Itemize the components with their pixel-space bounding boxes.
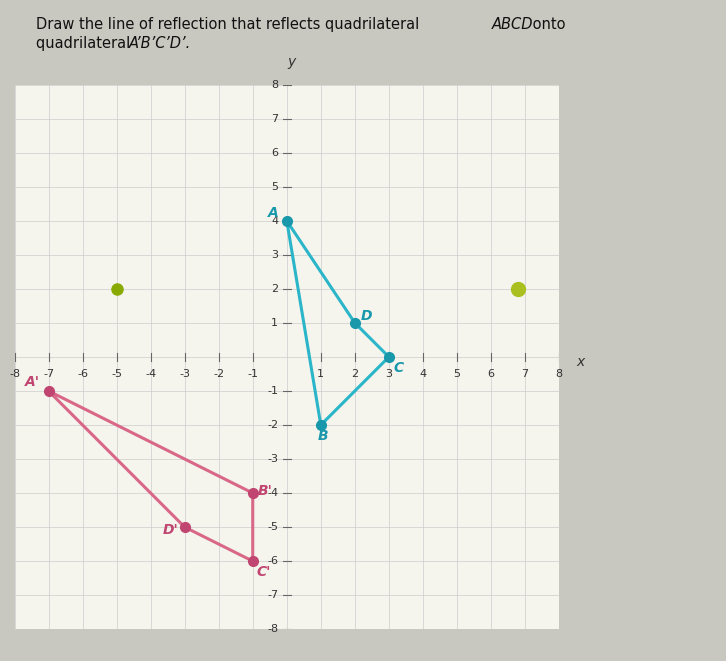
Text: -1: -1: [248, 369, 258, 379]
Text: -7: -7: [43, 369, 54, 379]
Text: y: y: [287, 56, 296, 69]
Text: 3: 3: [386, 369, 392, 379]
Text: 7: 7: [271, 114, 278, 124]
Text: 3: 3: [272, 250, 278, 260]
Text: -3: -3: [267, 454, 278, 464]
Text: -8: -8: [267, 624, 278, 634]
Text: Draw the line of reflection that reflects quadrilateral: Draw the line of reflection that reflect…: [36, 17, 424, 32]
Text: 1: 1: [317, 369, 325, 379]
Text: 4: 4: [271, 215, 278, 226]
Text: -2: -2: [267, 420, 278, 430]
Text: -5: -5: [267, 522, 278, 532]
Text: B': B': [258, 484, 273, 498]
Text: x: x: [576, 355, 584, 369]
Text: D: D: [361, 309, 372, 323]
Text: B: B: [317, 429, 328, 444]
Text: 5: 5: [272, 182, 278, 192]
Text: A’B’C’D’.: A’B’C’D’.: [129, 36, 192, 52]
Text: 5: 5: [454, 369, 460, 379]
Text: 2: 2: [271, 284, 278, 294]
Text: onto: onto: [528, 17, 566, 32]
Text: A': A': [25, 375, 40, 389]
Text: -7: -7: [267, 590, 278, 600]
Text: -5: -5: [111, 369, 122, 379]
Text: -2: -2: [213, 369, 224, 379]
Text: C': C': [256, 565, 271, 580]
Text: 6: 6: [487, 369, 494, 379]
Text: -4: -4: [267, 488, 278, 498]
Text: 4: 4: [420, 369, 426, 379]
Text: A: A: [268, 206, 279, 220]
Text: 7: 7: [521, 369, 529, 379]
Text: -6: -6: [267, 556, 278, 566]
Text: -6: -6: [77, 369, 88, 379]
Text: 8: 8: [271, 80, 278, 90]
Text: -8: -8: [9, 369, 20, 379]
Text: -1: -1: [267, 386, 278, 396]
Text: 6: 6: [272, 148, 278, 158]
Text: 1: 1: [272, 318, 278, 328]
Text: -3: -3: [179, 369, 190, 379]
Text: ABCD: ABCD: [492, 17, 534, 32]
Text: 8: 8: [555, 369, 563, 379]
Text: -4: -4: [145, 369, 156, 379]
Text: D': D': [163, 523, 179, 537]
Text: quadrilateral: quadrilateral: [36, 36, 135, 52]
Text: 2: 2: [351, 369, 359, 379]
Text: C: C: [394, 362, 404, 375]
